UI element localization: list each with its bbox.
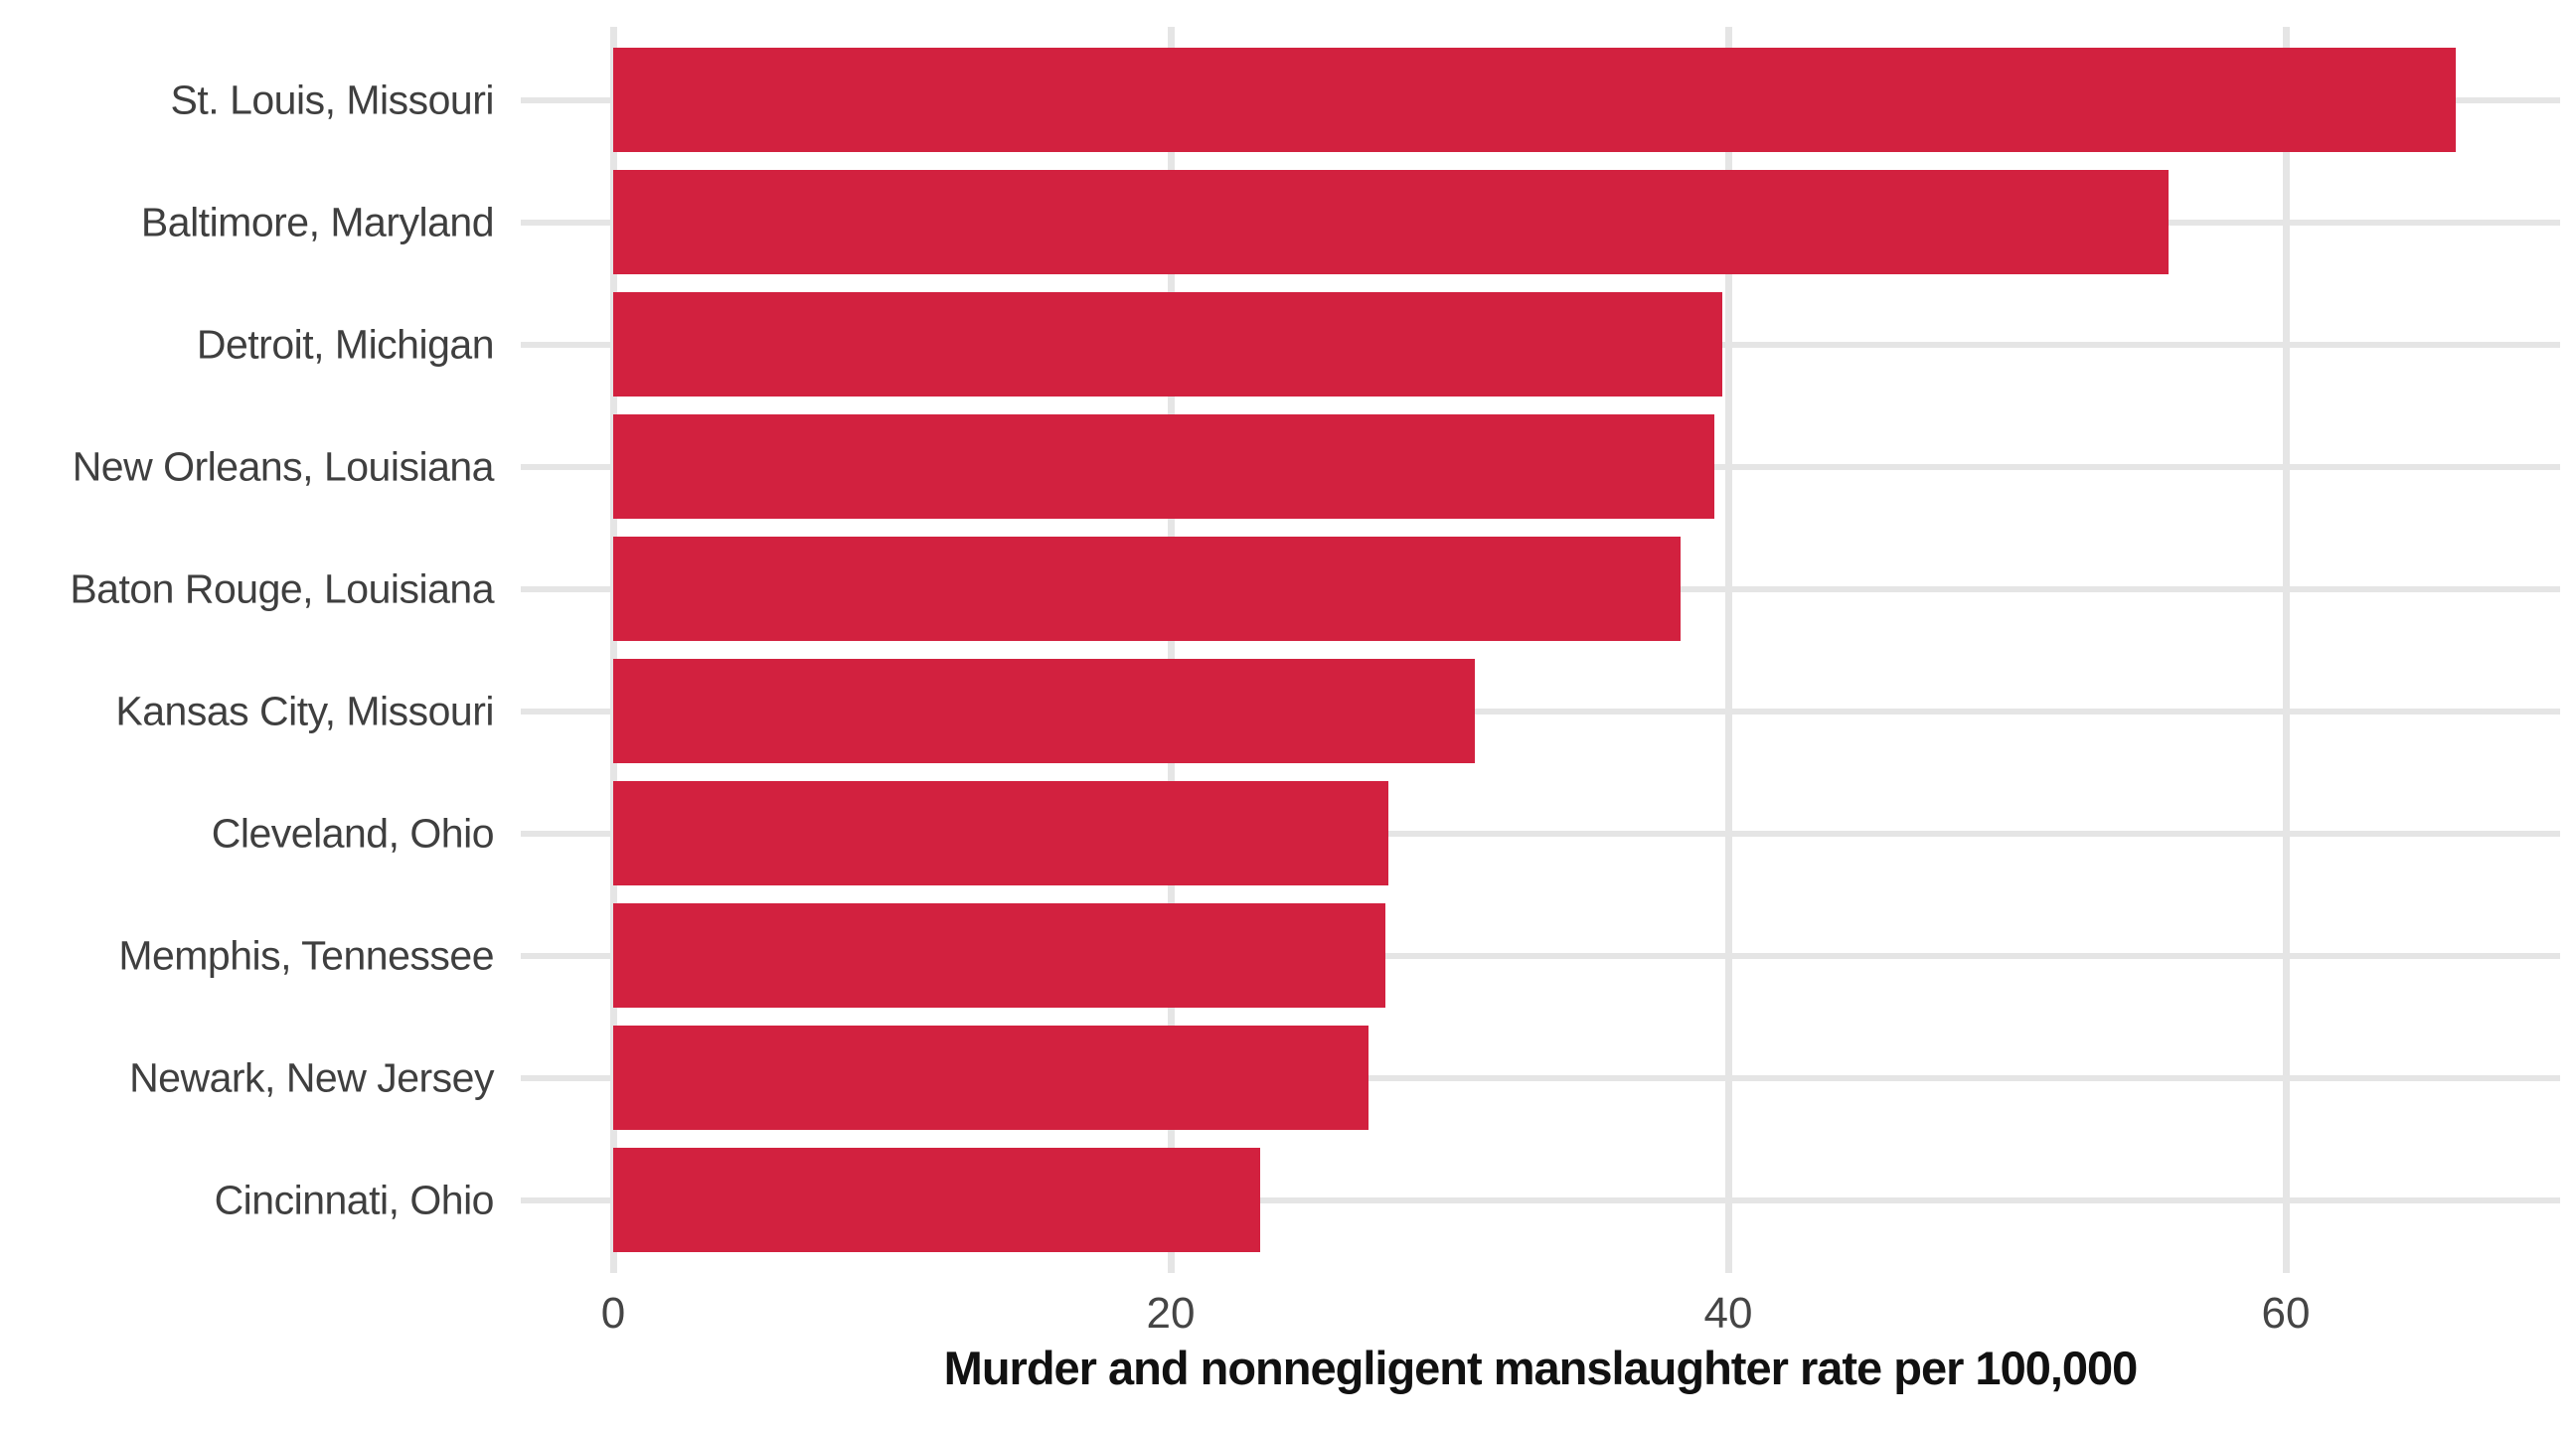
gridline-horizontal: [521, 830, 2560, 837]
category-label: Kansas City, Missouri: [115, 688, 494, 733]
gridline-vertical: [1168, 27, 1175, 1273]
bar: [613, 537, 1681, 641]
gridline-horizontal: [521, 1074, 2560, 1081]
category-label: Cincinnati, Ohio: [214, 1177, 495, 1222]
category-label: St. Louis, Missouri: [170, 77, 495, 122]
gridline-horizontal: [521, 952, 2560, 959]
bar: [613, 903, 1385, 1008]
x-tick-label: 60: [2261, 1289, 2311, 1338]
category-label: Baton Rouge, Louisiana: [70, 565, 494, 611]
category-label: Baltimore, Maryland: [140, 199, 495, 244]
category-label: Detroit, Michigan: [196, 321, 495, 367]
bar: [613, 414, 1714, 519]
gridline-horizontal: [521, 1196, 2560, 1203]
category-label: Memphis, Tennessee: [118, 932, 494, 978]
x-tick-label: 20: [1146, 1289, 1196, 1338]
category-label: New Orleans, Louisiana: [72, 443, 495, 489]
bar: [613, 170, 2169, 274]
bar: [613, 48, 2456, 152]
bar: [613, 781, 1388, 885]
bar: [613, 292, 1722, 397]
bar: [613, 659, 1475, 763]
bar: [613, 1148, 1260, 1252]
category-label: Newark, New Jersey: [129, 1054, 494, 1100]
x-tick-label: 0: [600, 1289, 626, 1338]
gridline-vertical: [610, 27, 617, 1273]
gridline-vertical: [2283, 27, 2290, 1273]
x-tick-label: 40: [1703, 1289, 1753, 1338]
plot-panel: [521, 27, 2560, 1273]
x-axis-title: Murder and nonnegligent manslaughter rat…: [943, 1342, 2139, 1394]
gridline-vertical: [1725, 27, 1732, 1273]
category-label: Cleveland, Ohio: [211, 810, 495, 856]
bar: [613, 1026, 1368, 1130]
gridline-horizontal: [521, 708, 2560, 715]
